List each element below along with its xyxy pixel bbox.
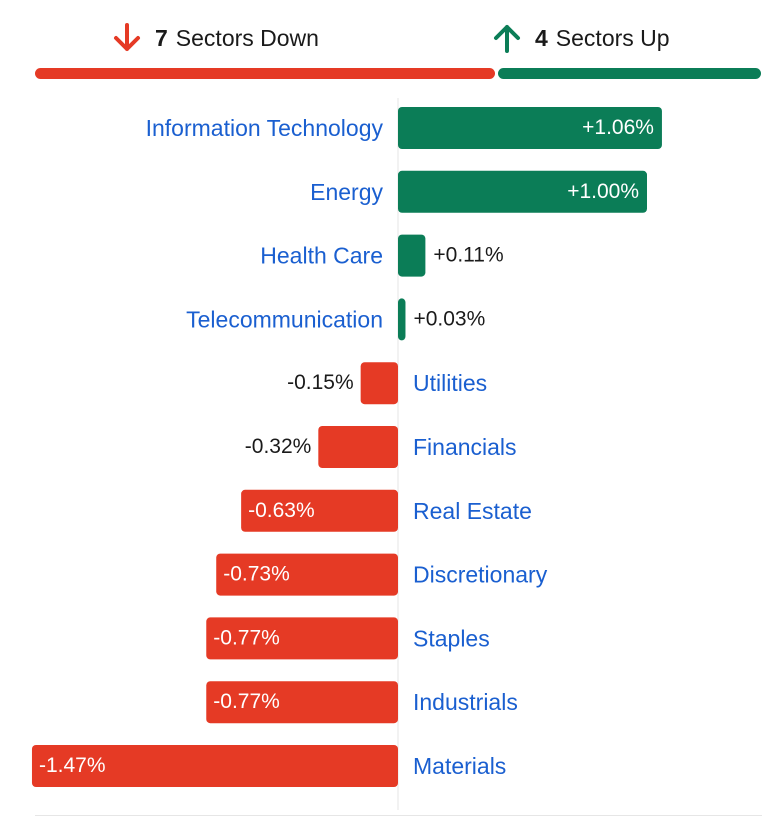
sector-label-health-care[interactable]: Health Care (260, 243, 383, 269)
bar-information-technology (398, 107, 662, 149)
sector-label-financials[interactable]: Financials (413, 434, 517, 460)
sectors-up-text: Sectors Up (555, 24, 670, 51)
sector-label-materials[interactable]: Materials (413, 753, 506, 779)
value-label-financials: -0.32% (245, 435, 312, 458)
value-label-energy: +1.00% (567, 180, 639, 203)
bar-financials (318, 426, 398, 468)
bar-telecommunication (398, 298, 406, 341)
sector-label-utilities[interactable]: Utilities (413, 370, 487, 396)
sectors-up-count: 4 (535, 24, 548, 51)
value-label-telecommunication: +0.03% (413, 307, 485, 330)
sector-label-discretionary[interactable]: Discretionary (413, 562, 548, 588)
value-label-information-technology: +1.06% (582, 116, 654, 139)
sector-label-staples[interactable]: Staples (413, 625, 490, 651)
sectors-down-count: 7 (155, 24, 168, 51)
bottom-divider (35, 815, 762, 816)
value-label-industrials: -0.77% (213, 690, 280, 713)
bar-real-estate (241, 489, 398, 532)
bar-energy (398, 170, 647, 213)
bar-staples (206, 617, 398, 660)
bar-health-care (398, 234, 426, 277)
sector-label-energy[interactable]: Energy (310, 179, 383, 205)
sectors-down-summary: 7 Sectors Down (113, 20, 319, 56)
sector-label-information-technology[interactable]: Information Technology (146, 115, 384, 141)
bar-discretionary (216, 553, 398, 596)
sectors-up-summary: 4 Sectors Up (493, 20, 670, 56)
sector-label-industrials[interactable]: Industrials (413, 689, 518, 715)
value-label-materials: -1.47% (39, 754, 106, 777)
arrow-up-icon (494, 25, 520, 53)
sector-label-real-estate[interactable]: Real Estate (413, 498, 532, 524)
bar-group: Information Technology +1.06% Energy +1.00%… (31, 107, 662, 787)
value-label-real-estate: -0.63% (248, 499, 315, 522)
bar-industrials (206, 681, 398, 724)
value-label-discretionary: -0.73% (223, 563, 290, 586)
value-label-utilities: -0.15% (287, 371, 354, 394)
sector-label-telecommunication[interactable]: Telecommunication (186, 306, 383, 332)
value-label-health-care: +0.11% (433, 244, 503, 267)
sectors-down-text: Sectors Down (175, 24, 319, 51)
sectors-down-bar (35, 68, 495, 79)
sectors-up-bar (498, 68, 761, 79)
arrow-down-icon (114, 23, 140, 51)
value-label-staples: -0.77% (213, 626, 280, 649)
bar-materials (31, 745, 398, 787)
bar-utilities (360, 362, 398, 405)
